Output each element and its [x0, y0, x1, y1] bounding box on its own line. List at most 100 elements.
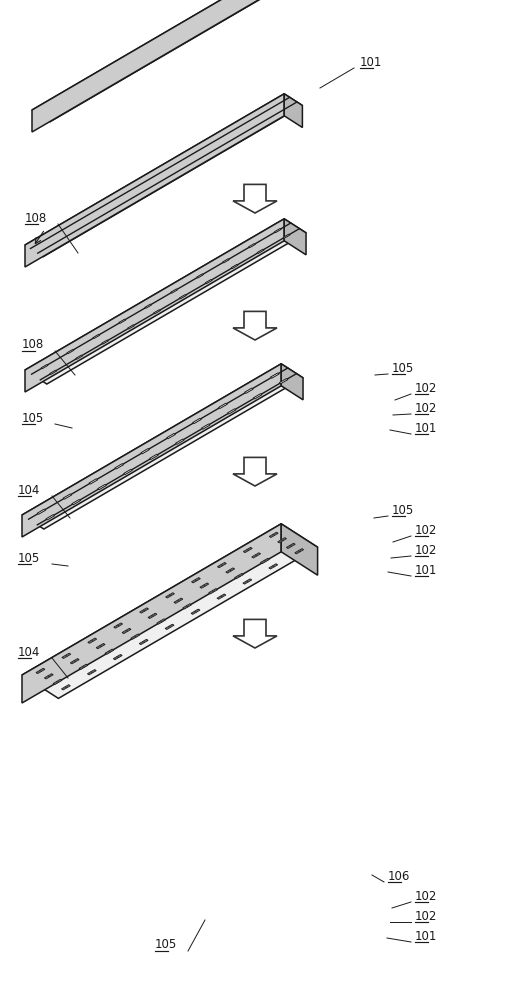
Text: 102: 102	[415, 890, 437, 902]
Text: 102: 102	[415, 524, 437, 536]
Polygon shape	[153, 310, 161, 314]
Polygon shape	[122, 628, 131, 634]
Polygon shape	[248, 244, 255, 248]
Polygon shape	[93, 334, 100, 338]
Polygon shape	[124, 469, 132, 475]
Polygon shape	[76, 355, 83, 359]
Text: 105: 105	[392, 361, 414, 374]
Polygon shape	[88, 638, 97, 643]
Polygon shape	[115, 464, 124, 469]
Polygon shape	[295, 549, 304, 554]
Polygon shape	[62, 653, 71, 658]
Polygon shape	[281, 524, 318, 575]
Polygon shape	[191, 609, 200, 614]
Polygon shape	[183, 604, 192, 609]
Polygon shape	[41, 365, 48, 369]
Polygon shape	[233, 457, 277, 486]
Polygon shape	[270, 373, 279, 378]
Polygon shape	[233, 184, 277, 213]
Polygon shape	[119, 319, 126, 323]
Polygon shape	[37, 509, 46, 514]
Polygon shape	[70, 659, 79, 664]
Polygon shape	[89, 479, 98, 484]
Polygon shape	[226, 568, 235, 573]
Polygon shape	[284, 94, 302, 127]
Polygon shape	[261, 558, 269, 564]
Text: 104: 104	[18, 484, 40, 496]
Polygon shape	[166, 593, 175, 598]
Polygon shape	[36, 668, 45, 674]
Text: 102: 102	[415, 544, 437, 556]
Polygon shape	[234, 573, 244, 579]
Text: 105: 105	[392, 504, 414, 516]
Polygon shape	[25, 219, 284, 392]
Polygon shape	[227, 409, 236, 414]
Polygon shape	[46, 515, 55, 520]
Polygon shape	[22, 364, 303, 529]
Text: 101: 101	[360, 55, 382, 68]
Polygon shape	[53, 679, 62, 685]
Polygon shape	[25, 94, 284, 267]
Polygon shape	[79, 664, 88, 669]
Text: 106: 106	[388, 869, 410, 882]
Polygon shape	[252, 553, 261, 558]
Text: 108: 108	[22, 338, 44, 352]
Polygon shape	[61, 685, 71, 690]
Text: 108: 108	[25, 212, 47, 225]
Polygon shape	[72, 500, 80, 505]
Text: 104: 104	[18, 646, 40, 658]
Polygon shape	[148, 613, 157, 618]
Text: 102: 102	[415, 401, 437, 414]
Polygon shape	[197, 274, 203, 278]
Text: 102: 102	[415, 381, 437, 394]
Polygon shape	[283, 234, 290, 238]
Polygon shape	[101, 340, 109, 344]
Polygon shape	[218, 403, 227, 408]
Polygon shape	[279, 379, 288, 384]
Polygon shape	[209, 589, 217, 594]
Polygon shape	[174, 598, 183, 603]
Polygon shape	[200, 583, 209, 588]
Polygon shape	[244, 547, 252, 553]
Polygon shape	[32, 0, 310, 122]
Polygon shape	[105, 649, 114, 654]
Polygon shape	[245, 388, 253, 393]
Polygon shape	[96, 643, 105, 649]
Polygon shape	[22, 524, 318, 698]
Text: 105: 105	[18, 552, 40, 564]
Polygon shape	[201, 424, 210, 429]
Polygon shape	[281, 364, 303, 400]
Polygon shape	[243, 579, 252, 584]
Polygon shape	[284, 219, 306, 255]
Polygon shape	[233, 619, 277, 648]
Text: 101: 101	[415, 564, 437, 576]
Polygon shape	[274, 228, 281, 233]
Polygon shape	[50, 370, 57, 374]
Polygon shape	[128, 325, 134, 329]
Polygon shape	[222, 259, 230, 263]
Text: 105: 105	[22, 412, 44, 424]
Polygon shape	[113, 654, 122, 660]
Polygon shape	[140, 608, 148, 613]
Polygon shape	[63, 494, 72, 499]
Polygon shape	[269, 564, 278, 569]
Polygon shape	[25, 219, 306, 384]
Polygon shape	[167, 433, 176, 439]
Polygon shape	[269, 532, 278, 538]
Polygon shape	[286, 543, 295, 549]
Polygon shape	[114, 623, 123, 628]
Polygon shape	[205, 279, 212, 284]
Polygon shape	[157, 619, 166, 624]
Text: 105: 105	[155, 938, 177, 952]
Polygon shape	[233, 311, 277, 340]
Polygon shape	[217, 562, 226, 568]
Polygon shape	[278, 538, 286, 543]
Polygon shape	[170, 289, 178, 293]
Polygon shape	[88, 670, 96, 675]
Polygon shape	[22, 524, 281, 703]
Polygon shape	[98, 484, 107, 490]
Polygon shape	[193, 418, 201, 424]
Polygon shape	[179, 295, 186, 299]
Polygon shape	[139, 639, 148, 645]
Polygon shape	[231, 264, 238, 269]
